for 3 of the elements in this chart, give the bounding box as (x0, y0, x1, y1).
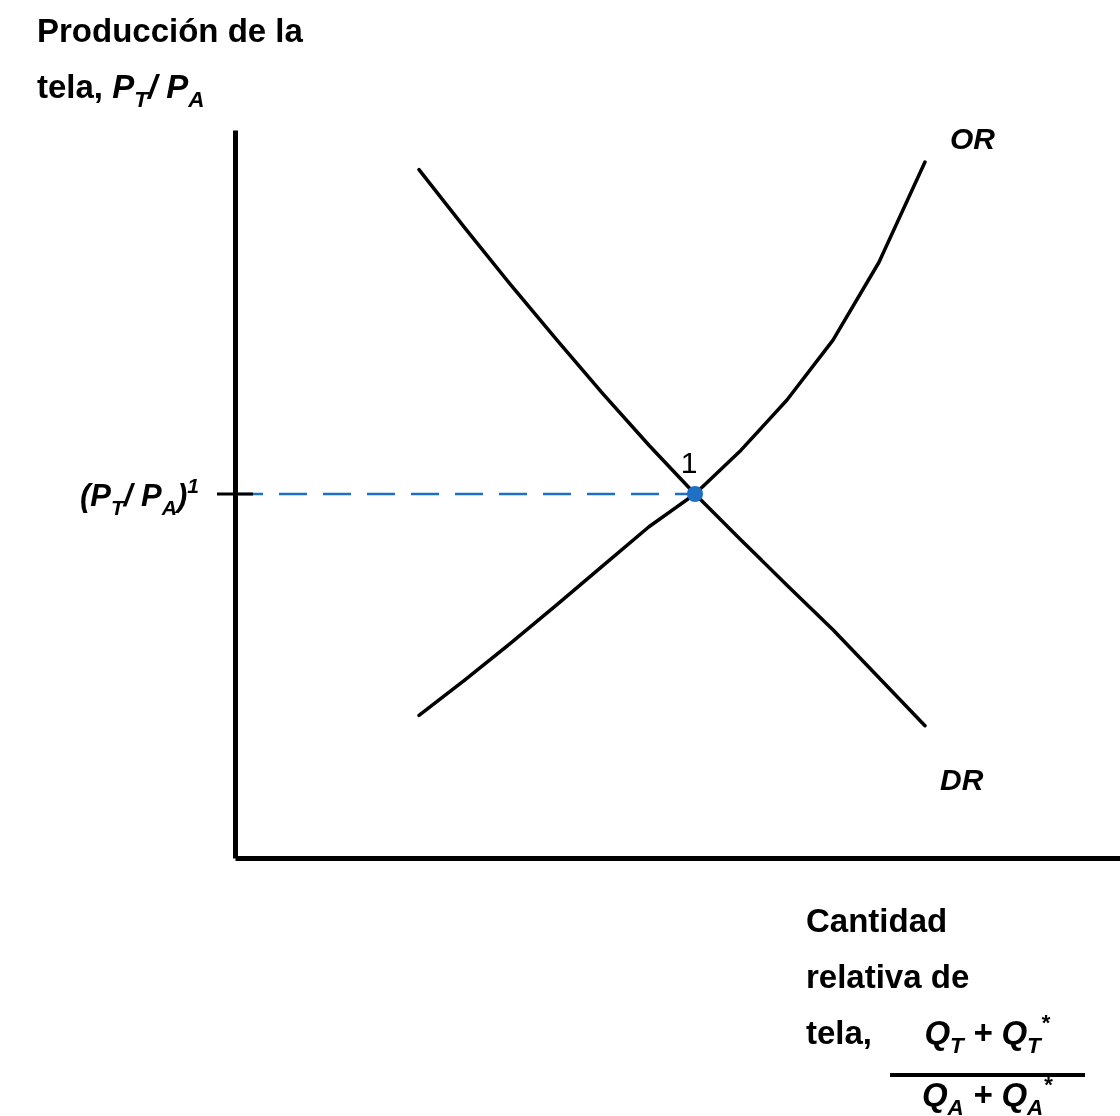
series-label: DR (939, 762, 984, 796)
series-label: OR (949, 122, 996, 156)
annotation: 1 (680, 446, 698, 479)
